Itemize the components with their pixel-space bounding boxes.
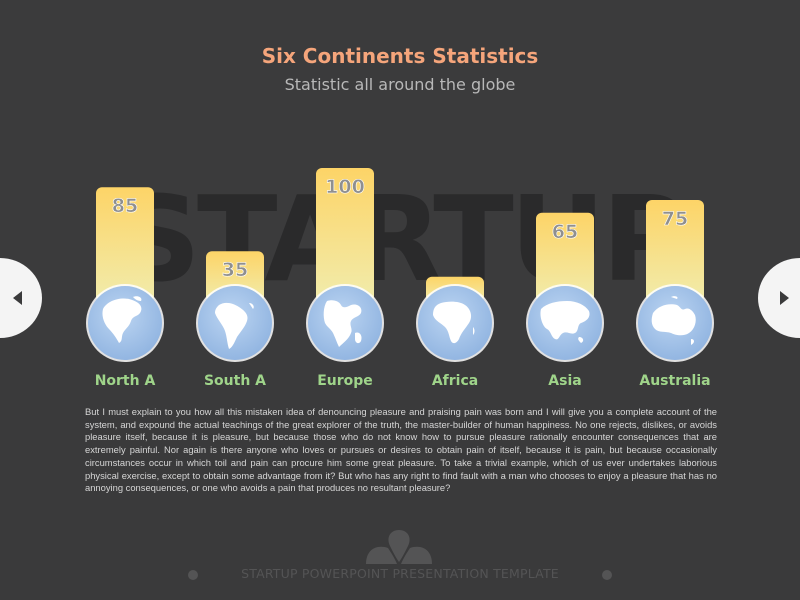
body-paragraph: But I must explain to you how all this m… <box>85 406 717 494</box>
footer-dot-right <box>602 570 612 580</box>
category-label-europe: Europe <box>317 373 373 389</box>
bar-europe <box>316 168 374 302</box>
chart-subtitle: Statistic all around the globe <box>284 75 516 94</box>
footer-dot-left <box>188 570 198 580</box>
bar-value-label-australia: 75 <box>662 208 688 230</box>
bar-australia <box>646 200 704 302</box>
bar-value-label-asia: 65 <box>552 221 578 243</box>
footer-text: STARTUP POWERPOINT PRESENTATION TEMPLATE <box>241 566 559 581</box>
category-label-asia: Asia <box>548 373 581 389</box>
footer-logo-icon <box>366 530 432 564</box>
category-label-north-a: North A <box>95 373 156 389</box>
bar-value-label-europe: 100 <box>325 176 365 198</box>
bar-value-label-south-a: 35 <box>222 259 248 281</box>
category-label-australia: Australia <box>639 373 710 389</box>
chevron-left-icon <box>13 291 22 305</box>
bar-value-label-north-a: 85 <box>112 195 138 217</box>
chart-title: Six Continents Statistics <box>261 44 539 68</box>
bar-north-a <box>96 187 154 302</box>
category-label-africa: Africa <box>432 373 478 389</box>
category-label-south-a: South A <box>204 373 266 389</box>
chevron-right-icon <box>780 291 789 305</box>
bar-asia <box>536 212 594 302</box>
